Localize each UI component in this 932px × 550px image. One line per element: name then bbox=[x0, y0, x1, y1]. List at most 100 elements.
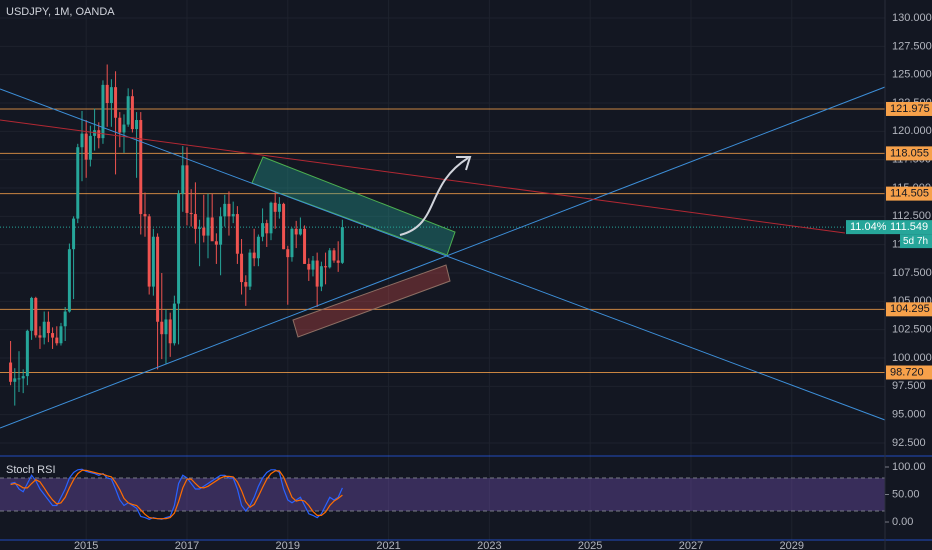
y-tick-label: 102.500 bbox=[892, 324, 932, 336]
candles bbox=[9, 64, 344, 406]
candle-body bbox=[13, 378, 17, 382]
candle-body bbox=[46, 321, 50, 334]
candle-body bbox=[172, 303, 176, 344]
candle-body bbox=[340, 227, 344, 263]
indicator-title: Stoch RSI bbox=[6, 464, 56, 476]
y-tick-label: 130.000 bbox=[892, 12, 932, 24]
y-tick-label: 92.500 bbox=[892, 437, 926, 449]
candle-body bbox=[273, 202, 277, 212]
candle-body bbox=[80, 133, 84, 148]
x-tick-label: 2029 bbox=[780, 540, 804, 550]
candle-body bbox=[315, 260, 319, 287]
candle-body bbox=[25, 330, 29, 377]
candle-body bbox=[135, 120, 139, 130]
candle-body bbox=[21, 376, 25, 379]
candle-body bbox=[298, 228, 302, 235]
candle-body bbox=[210, 217, 214, 242]
candle-body bbox=[307, 263, 311, 270]
candle-body bbox=[34, 297, 38, 336]
candle-body bbox=[156, 236, 160, 322]
x-tick-label: 2019 bbox=[276, 540, 300, 550]
candle-body bbox=[139, 120, 143, 215]
candle-body bbox=[105, 84, 109, 104]
candle-body bbox=[227, 203, 231, 217]
target-box bbox=[251, 156, 456, 256]
level-label: 114.505 bbox=[890, 188, 929, 200]
arrow-head bbox=[456, 156, 472, 171]
y-tick-label: 100.00 bbox=[892, 461, 926, 473]
candle-body bbox=[63, 311, 67, 327]
y-tick-label: 120.000 bbox=[892, 125, 932, 137]
candle-body bbox=[202, 227, 206, 236]
candle-body bbox=[282, 203, 286, 250]
level-label: 118.055 bbox=[890, 147, 929, 159]
candle-body bbox=[72, 218, 76, 250]
candle-body bbox=[130, 96, 134, 130]
candle-body bbox=[223, 203, 227, 217]
candle-body bbox=[231, 214, 235, 217]
y-tick-label: 95.000 bbox=[892, 409, 926, 421]
level-label-bg bbox=[886, 146, 932, 161]
level-label-bg bbox=[886, 101, 932, 116]
level-label-bg bbox=[886, 302, 932, 317]
candle-body bbox=[147, 216, 151, 287]
x-tick-label: 2025 bbox=[578, 540, 602, 550]
countdown-bg bbox=[900, 234, 932, 249]
candle-body bbox=[286, 249, 290, 258]
trend-line-down bbox=[0, 88, 886, 421]
candle-body bbox=[76, 147, 80, 219]
candle-body bbox=[332, 250, 336, 261]
candle-body bbox=[290, 228, 294, 258]
candle-body bbox=[143, 214, 147, 217]
candle-body bbox=[42, 321, 46, 338]
candle-body bbox=[101, 84, 105, 139]
candle-body bbox=[319, 266, 323, 287]
level-label: 104.295 bbox=[890, 303, 930, 315]
candle-body bbox=[240, 253, 244, 283]
candle-body bbox=[269, 202, 273, 234]
y-tick-label: 107.500 bbox=[892, 267, 932, 279]
symbol-title: USDJPY, 1M, OANDA bbox=[6, 6, 115, 18]
candle-body bbox=[265, 223, 269, 234]
candle-body bbox=[219, 216, 223, 245]
candle-body bbox=[324, 266, 328, 268]
candle-body bbox=[328, 250, 332, 268]
candle-body bbox=[303, 228, 307, 264]
candle-body bbox=[122, 124, 126, 133]
candle-body bbox=[336, 260, 340, 263]
level-label: 121.975 bbox=[890, 103, 930, 115]
candle-body bbox=[198, 227, 202, 229]
y-tick-label: 100.000 bbox=[892, 352, 932, 364]
price-label-bg bbox=[886, 220, 932, 235]
level-label-bg bbox=[886, 365, 932, 380]
y-tick-label: 50.00 bbox=[892, 488, 920, 500]
candle-body bbox=[9, 362, 13, 382]
y-tick-label: 0.00 bbox=[892, 516, 913, 528]
candle-body bbox=[294, 228, 298, 235]
candle-body bbox=[252, 252, 256, 259]
candle-body bbox=[51, 333, 55, 338]
candle-body bbox=[189, 212, 193, 215]
x-tick-label: 2015 bbox=[74, 540, 98, 550]
candle-body bbox=[168, 319, 172, 344]
candle-body bbox=[185, 165, 189, 213]
candle-body bbox=[126, 96, 130, 125]
candle-body bbox=[261, 223, 265, 237]
candle-body bbox=[160, 321, 164, 335]
candle-body bbox=[59, 326, 63, 344]
candle-body bbox=[244, 282, 248, 287]
candle-body bbox=[248, 252, 252, 287]
candle-body bbox=[38, 335, 42, 338]
candle-body bbox=[88, 135, 92, 160]
candle-body bbox=[114, 87, 118, 118]
stop-box bbox=[292, 264, 451, 338]
y-tick-label: 97.500 bbox=[892, 380, 926, 392]
candle-body bbox=[193, 214, 197, 229]
level-label-bg bbox=[886, 186, 932, 201]
candle-body bbox=[109, 87, 113, 104]
y-tick-label: 127.500 bbox=[892, 40, 932, 52]
trend-line-up bbox=[0, 86, 886, 429]
y-tick-label: 112.500 bbox=[892, 210, 931, 222]
stoch-band bbox=[0, 478, 885, 511]
